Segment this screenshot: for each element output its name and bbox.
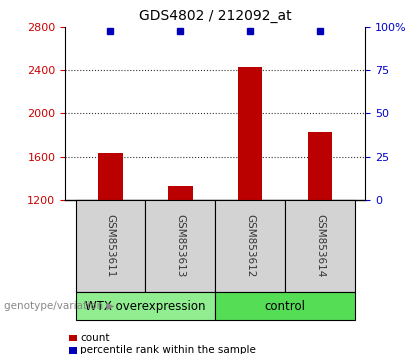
Text: percentile rank within the sample: percentile rank within the sample [80, 346, 256, 354]
Bar [308, 132, 332, 200]
Text: GSM853612: GSM853612 [245, 214, 255, 278]
Bar [98, 153, 123, 200]
Title: GDS4802 / 212092_at: GDS4802 / 212092_at [139, 9, 291, 23]
Text: GSM853611: GSM853611 [105, 214, 116, 278]
Text: control: control [265, 300, 306, 313]
Bar [76, 200, 145, 292]
Bar [215, 292, 355, 320]
Text: GSM853613: GSM853613 [175, 214, 185, 278]
Bar [145, 200, 215, 292]
Bar [215, 200, 285, 292]
Text: WTX overexpression: WTX overexpression [85, 300, 206, 313]
Bar [285, 200, 355, 292]
Text: GSM853614: GSM853614 [315, 214, 325, 278]
Bar [168, 186, 192, 200]
Bar [238, 67, 262, 200]
Bar [76, 292, 215, 320]
Text: genotype/variation ▶: genotype/variation ▶ [4, 301, 115, 311]
Text: count: count [80, 333, 110, 343]
